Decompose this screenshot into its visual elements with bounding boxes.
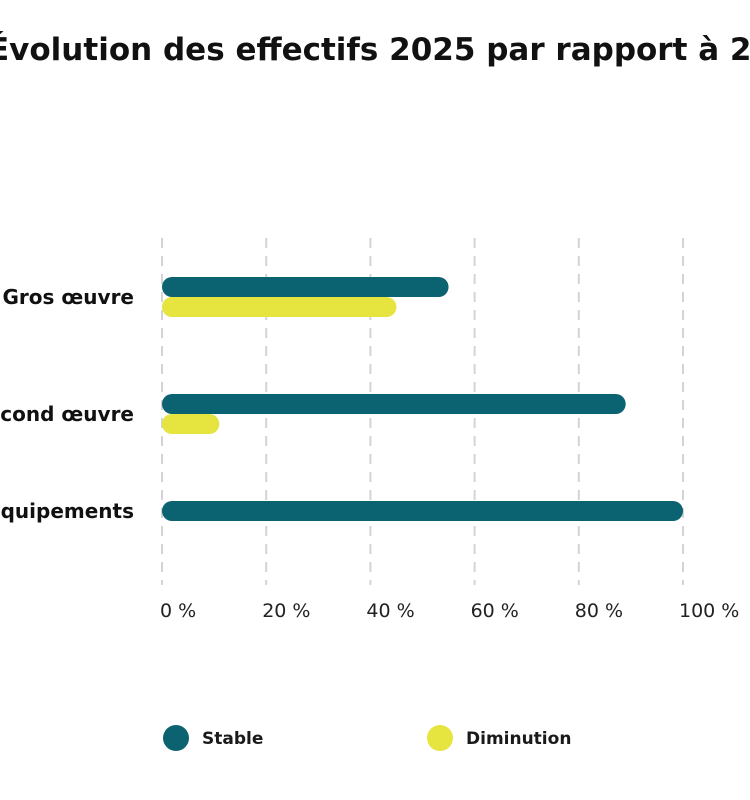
x-tick-label: 100 % bbox=[679, 600, 739, 622]
category-labels: Gros œuvre Second œuvre Équipements bbox=[0, 285, 134, 523]
chart-title: Évolution des effectifs 2025 par rapport… bbox=[0, 32, 750, 68]
legend-label-diminution: Diminution bbox=[466, 729, 571, 749]
bar-stable-2 bbox=[162, 501, 683, 521]
bar-stable-0 bbox=[162, 277, 449, 297]
x-tick-label: 80 % bbox=[575, 600, 623, 622]
x-tick-label: 60 % bbox=[471, 600, 519, 622]
bar-stable-1 bbox=[162, 394, 626, 414]
category-label: Second œuvre bbox=[0, 402, 134, 426]
bar-diminution-1 bbox=[162, 414, 220, 434]
x-axis-ticks: 0 % 20 % 40 % 60 % 80 % 100 % bbox=[160, 600, 739, 622]
x-tick-label: 40 % bbox=[366, 600, 414, 622]
legend-label-stable: Stable bbox=[202, 729, 263, 749]
legend-swatch-diminution bbox=[427, 725, 453, 751]
bars bbox=[162, 277, 683, 521]
category-label: Équipements bbox=[0, 499, 134, 523]
x-tick-label: 0 % bbox=[160, 600, 196, 622]
legend: Stable Diminution bbox=[163, 725, 571, 751]
bar-diminution-0 bbox=[162, 297, 397, 317]
legend-swatch-stable bbox=[163, 725, 189, 751]
x-tick-label: 20 % bbox=[262, 600, 310, 622]
category-label: Gros œuvre bbox=[3, 285, 134, 309]
